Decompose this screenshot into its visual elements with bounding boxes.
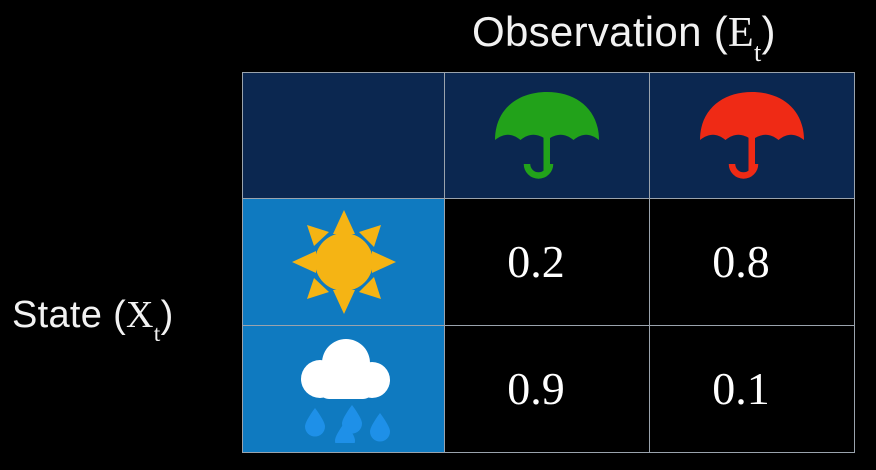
column-header-umbrella bbox=[649, 72, 855, 199]
red-umbrella-icon bbox=[650, 73, 854, 198]
state-axis-label: State (Xt) bbox=[12, 293, 174, 346]
observation-variable: E bbox=[728, 10, 754, 56]
table-row: 0.2 0.8 bbox=[242, 198, 855, 326]
state-variable: X bbox=[126, 294, 154, 336]
table-corner-cell bbox=[242, 72, 445, 199]
probability-value: 0.1 bbox=[712, 363, 770, 414]
rain-cloud-icon bbox=[243, 326, 444, 452]
column-header-no-umbrella bbox=[444, 72, 650, 199]
state-label-prefix: State ( bbox=[12, 294, 127, 336]
probability-cell: 0.1 bbox=[649, 325, 855, 453]
table-row: 0.9 0.1 bbox=[242, 325, 855, 453]
green-umbrella-icon bbox=[445, 73, 649, 198]
row-header-sunny bbox=[242, 198, 445, 326]
observation-axis-label: Observation (Et) bbox=[472, 8, 776, 66]
state-subscript: t bbox=[153, 320, 161, 347]
state-label-suffix: ) bbox=[160, 294, 174, 336]
conditional-probability-table: 0.2 0.8 bbox=[242, 72, 855, 453]
probability-cell: 0.2 bbox=[444, 198, 650, 326]
table-header-row bbox=[242, 72, 855, 199]
observation-label-suffix: ) bbox=[761, 8, 776, 55]
probability-cell: 0.9 bbox=[444, 325, 650, 453]
probability-cell: 0.8 bbox=[649, 198, 855, 326]
row-header-rainy bbox=[242, 325, 445, 453]
probability-value: 0.2 bbox=[507, 236, 565, 287]
probability-value: 0.8 bbox=[712, 236, 770, 287]
observation-subscript: t bbox=[753, 38, 762, 68]
sun-icon bbox=[243, 199, 444, 325]
observation-label-prefix: Observation ( bbox=[472, 8, 729, 55]
probability-value: 0.9 bbox=[507, 363, 565, 414]
